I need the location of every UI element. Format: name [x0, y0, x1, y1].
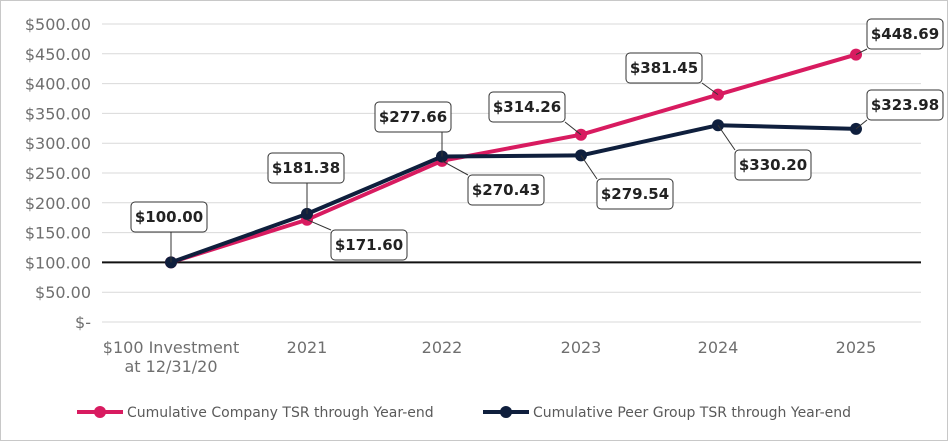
callout-leader [306, 219, 332, 231]
legend-label: Cumulative Company TSR through Year-end [127, 405, 434, 421]
data-label: $314.26 [493, 98, 561, 116]
y-axis-ticks: $- $50.00 $100.00 $150.00 $200.00 $250.00 $300… [25, 15, 91, 332]
legend: Cumulative Company TSR through Year-end C… [77, 405, 851, 421]
x-tick-label: 2024 [698, 338, 739, 357]
callout-leader [441, 160, 469, 176]
x-tick-label: 2022 [422, 338, 463, 357]
data-label: $181.38 [272, 159, 340, 177]
callout-box [866, 89, 944, 121]
y-tick-label: $100.00 [25, 253, 91, 272]
data-label: $270.43 [472, 181, 540, 199]
y-tick-label: $450.00 [25, 45, 91, 64]
callout-leader [855, 119, 868, 130]
data-label: $171.60 [335, 236, 403, 254]
legend-swatch-marker [94, 406, 106, 418]
legend-swatch-marker [500, 406, 512, 418]
callout-leader [701, 82, 719, 96]
x-tick-label: at 12/31/20 [124, 357, 217, 376]
callout-box [374, 101, 452, 133]
data-label: $279.54 [601, 185, 669, 203]
y-tick-label: $300.00 [25, 134, 91, 153]
y-tick-label: $250.00 [25, 164, 91, 183]
x-tick-label: 2021 [287, 338, 328, 357]
data-label: $277.66 [379, 108, 447, 126]
callout-box [625, 52, 703, 84]
legend-label: Cumulative Peer Group TSR through Year-e… [533, 405, 851, 421]
callout-box [596, 178, 674, 210]
series-line-company [169, 52, 858, 265]
series-lines [165, 48, 862, 269]
x-tick-label: $100 Investment [103, 338, 239, 357]
callout-box [866, 18, 944, 50]
y-tick-label: $500.00 [25, 15, 91, 34]
data-labels: $100.00 $181.38 $171.60 $277.66 $270.43 $314.… [130, 18, 944, 263]
data-label: $330.20 [739, 156, 807, 174]
data-point-peer [850, 122, 862, 135]
data-label: $381.45 [630, 59, 698, 77]
data-label: $100.00 [135, 208, 203, 226]
y-tick-label: $50.00 [35, 283, 91, 302]
y-tick-label: $350.00 [25, 104, 91, 123]
x-tick-label: 2023 [561, 338, 602, 357]
callout-box [330, 229, 408, 261]
callout-box [267, 152, 345, 184]
callout-leader [580, 155, 598, 180]
y-tick-label: $150.00 [25, 224, 91, 243]
callout-leader [564, 121, 582, 136]
callout-leader [855, 48, 868, 56]
callout-box [467, 174, 545, 206]
callout-box [488, 91, 566, 123]
y-tick-label: $- [75, 313, 91, 332]
callout-box [130, 201, 208, 233]
y-tick-label: $400.00 [25, 75, 91, 94]
data-label: $323.98 [871, 96, 939, 114]
callout-leader [717, 124, 736, 151]
x-tick-label: 2025 [836, 338, 877, 357]
series-line-peer [169, 123, 858, 265]
callout-box [734, 149, 812, 181]
data-label: $448.69 [871, 25, 939, 43]
y-tick-label: $200.00 [25, 194, 91, 213]
